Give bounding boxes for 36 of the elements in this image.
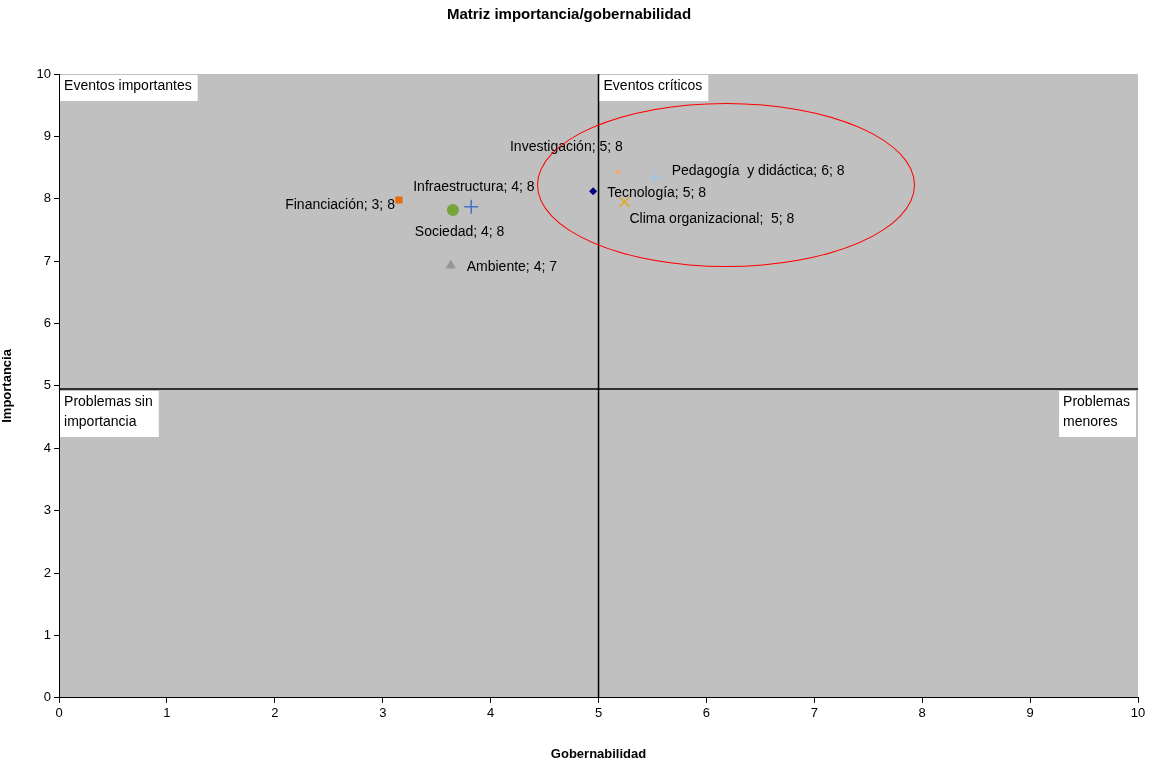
x-tick-label: 8	[918, 705, 926, 721]
y-tick-label: 7	[43, 252, 52, 268]
chart-title: Matriz importancia/gobernabilidad	[446, 5, 692, 23]
data-label: Financiación; 3; 8	[285, 195, 396, 212]
y-tick-label: 1	[43, 627, 52, 642]
annotation: Problemas menores	[1063, 392, 1130, 429]
y-tick-label: 9	[43, 127, 52, 143]
annotation: Problemas sin importancia	[64, 392, 153, 429]
x-tick-label: 9	[1026, 705, 1034, 721]
data-label: Ambiente; 4; 7	[466, 258, 558, 275]
y-tick-label: 3	[43, 502, 52, 518]
y-tick-label: 6	[43, 315, 52, 331]
y-tick-label: 0	[43, 689, 52, 705]
x-tick-label: 3	[379, 705, 387, 721]
annotation: Eventos críticos	[603, 76, 703, 93]
x-tick-label: 6	[702, 705, 711, 721]
y-axis-title: Importancia	[0, 348, 15, 423]
y-tick-label: 10	[36, 65, 52, 81]
data-label: Infraestructura; 4; 8	[413, 177, 535, 194]
data-label: Tecnología; 5; 8	[607, 184, 707, 201]
x-tick-label: 2	[271, 705, 279, 721]
x-tick-label: 0	[55, 705, 63, 721]
data-label: Sociedad; 4; 8	[414, 222, 505, 239]
data-label: Pedagogía y didáctica; 6; 8	[671, 162, 845, 179]
y-tick-label: 4	[43, 439, 52, 455]
y-tick-label: 2	[43, 564, 52, 580]
x-tick-label: 5	[594, 705, 603, 721]
x-tick-label: 7	[810, 705, 818, 721]
y-tick-label: 5	[43, 377, 52, 393]
annotation: Eventos importantes	[64, 76, 192, 93]
data-label: Clima organizacional; 5; 8	[629, 209, 795, 226]
x-tick-label: 4	[487, 705, 495, 721]
y-tick-label: 8	[43, 190, 52, 206]
x-tick-label: 1	[163, 705, 171, 721]
x-axis-title: Gobernabilidad	[550, 745, 647, 761]
x-tick-label: 10	[1130, 705, 1146, 721]
